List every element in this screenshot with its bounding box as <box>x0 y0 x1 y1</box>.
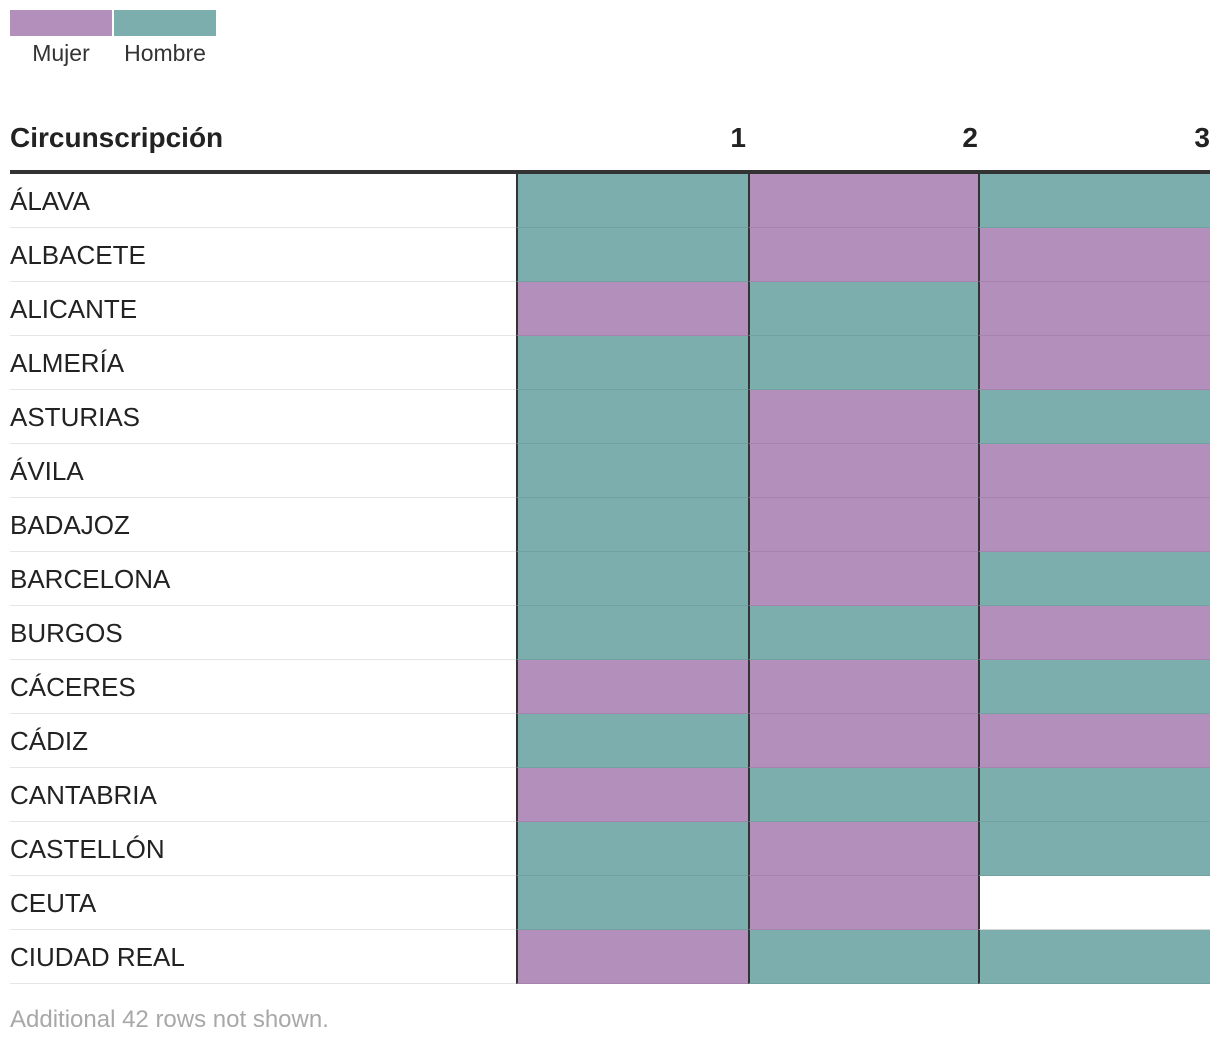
row-label: ÁVILA <box>10 456 84 486</box>
legend-swatch-mujer <box>10 10 112 36</box>
row-label: BURGOS <box>10 618 123 648</box>
cell-col-2 <box>748 930 978 984</box>
cell-col-1 <box>516 336 748 390</box>
legend: Mujer Hombre <box>10 10 218 67</box>
cell-col-1 <box>516 930 748 984</box>
cell-col-2 <box>748 714 978 768</box>
table-row: ALICANTE <box>10 282 1210 336</box>
table-row: ALMERÍA <box>10 336 1210 390</box>
table-row: CANTABRIA <box>10 768 1210 822</box>
cell-col-2 <box>748 390 978 444</box>
row-label: ALBACETE <box>10 240 146 270</box>
table-row: CIUDAD REAL <box>10 930 1210 984</box>
table-row: ÁLAVA <box>10 174 1210 228</box>
table-row: ÁVILA <box>10 444 1210 498</box>
cell-col-3 <box>978 228 1210 282</box>
cell-col-1 <box>516 606 748 660</box>
legend-item-mujer: Mujer <box>10 10 112 67</box>
table-body: ÁLAVA ALBACETE ALICANTE ALMERÍA ASTURIAS ÁVIL… <box>10 174 1210 984</box>
row-label: CEUTA <box>10 888 97 918</box>
table-row: ALBACETE <box>10 228 1210 282</box>
cell-col-3 <box>978 768 1210 822</box>
cell-col-1 <box>516 660 748 714</box>
cell-col-3 <box>978 822 1210 876</box>
cell-col-2 <box>748 768 978 822</box>
row-label: ALICANTE <box>10 294 138 324</box>
cell-col-2 <box>748 552 978 606</box>
cell-col-3 <box>978 390 1210 444</box>
cell-col-1 <box>516 228 748 282</box>
cell-col-3 <box>978 174 1210 228</box>
row-label: BADAJOZ <box>10 510 130 540</box>
table-row: BARCELONA <box>10 552 1210 606</box>
cell-col-2 <box>748 498 978 552</box>
cell-col-2 <box>748 228 978 282</box>
cell-col-1 <box>516 444 748 498</box>
cell-col-1 <box>516 552 748 606</box>
cell-col-1 <box>516 498 748 552</box>
cell-col-1 <box>516 390 748 444</box>
row-label: CASTELLÓN <box>10 834 165 864</box>
cell-col-3 <box>978 336 1210 390</box>
cell-col-3 <box>978 282 1210 336</box>
cell-col-1 <box>516 174 748 228</box>
cell-col-1 <box>516 282 748 336</box>
cell-col-2 <box>748 660 978 714</box>
cell-col-3 <box>978 552 1210 606</box>
cell-col-2 <box>748 282 978 336</box>
cell-col-1 <box>516 768 748 822</box>
row-label: ÁLAVA <box>10 186 90 216</box>
row-label: BARCELONA <box>10 564 171 594</box>
header-circunscripcion: Circunscripción <box>10 122 224 153</box>
cell-col-2 <box>748 876 978 930</box>
cell-col-2 <box>748 444 978 498</box>
header-col-2: 2 <box>962 122 978 153</box>
cell-col-2 <box>748 606 978 660</box>
cell-col-1 <box>516 822 748 876</box>
row-label: CÁDIZ <box>10 726 88 756</box>
row-label: ALMERÍA <box>10 348 125 378</box>
cell-col-3 <box>978 660 1210 714</box>
table-row: CÁDIZ <box>10 714 1210 768</box>
table-row: ASTURIAS <box>10 390 1210 444</box>
table-row: CASTELLÓN <box>10 822 1210 876</box>
footnote: Additional 42 rows not shown. <box>10 1006 329 1033</box>
table-header: Circunscripción 1 2 3 <box>10 112 1210 174</box>
legend-item-hombre: Hombre <box>114 10 216 67</box>
cell-col-1 <box>516 714 748 768</box>
cell-col-2 <box>748 174 978 228</box>
legend-swatch-hombre <box>114 10 216 36</box>
cell-col-2 <box>748 822 978 876</box>
table-row: CEUTA <box>10 876 1210 930</box>
row-label: ASTURIAS <box>10 402 141 432</box>
cell-col-3 <box>978 714 1210 768</box>
cell-col-1 <box>516 876 748 930</box>
row-label: CIUDAD REAL <box>10 942 185 972</box>
header-col-3: 3 <box>1194 122 1210 153</box>
table-row: BADAJOZ <box>10 498 1210 552</box>
cell-col-2 <box>748 336 978 390</box>
legend-label-hombre: Hombre <box>124 40 206 66</box>
table-row: CÁCERES <box>10 660 1210 714</box>
cell-col-3 <box>978 498 1210 552</box>
header-col-1: 1 <box>730 122 746 153</box>
cell-col-3 <box>978 444 1210 498</box>
table-row: BURGOS <box>10 606 1210 660</box>
cell-col-3 <box>978 876 1210 930</box>
row-label: CÁCERES <box>10 672 136 702</box>
cell-col-3 <box>978 606 1210 660</box>
row-label: CANTABRIA <box>10 780 157 810</box>
candidates-table: Circunscripción 1 2 3 ÁLAVA ALBACETE ALICA… <box>10 112 1210 984</box>
cell-col-3 <box>978 930 1210 984</box>
legend-label-mujer: Mujer <box>32 40 90 66</box>
